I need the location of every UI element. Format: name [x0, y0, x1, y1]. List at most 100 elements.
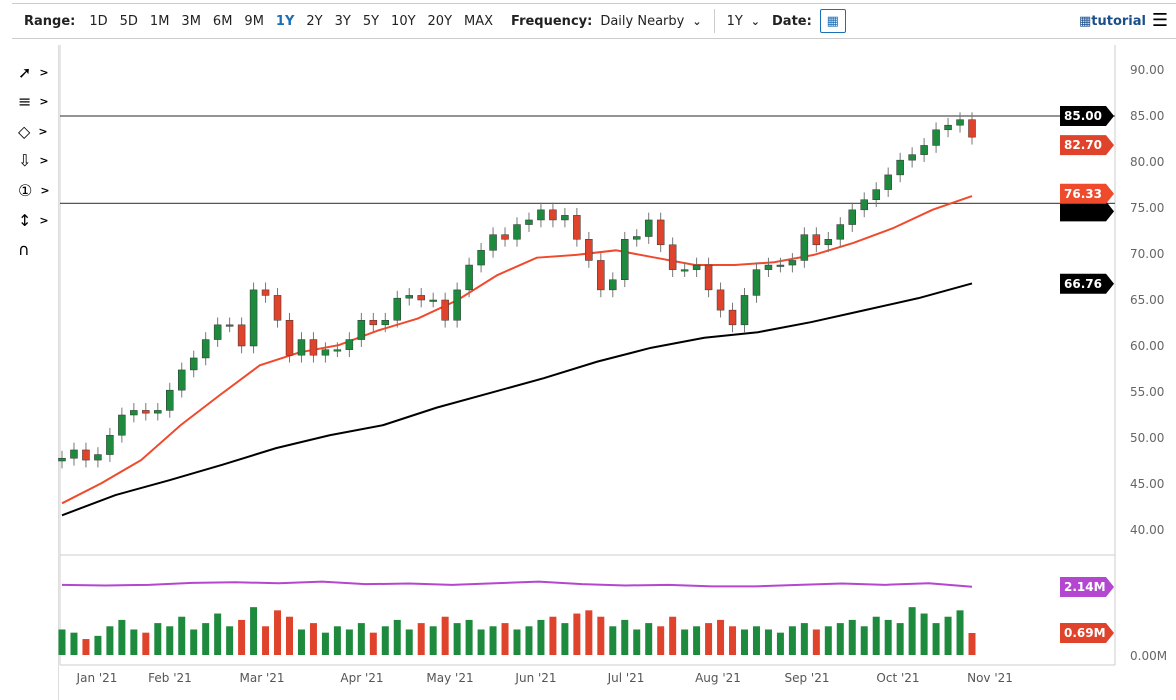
candle	[381, 319, 390, 326]
range-2y[interactable]: 2Y	[306, 13, 323, 29]
candle	[285, 319, 294, 356]
price-tag	[1060, 623, 1114, 643]
candle	[585, 239, 593, 261]
volume-bar	[226, 626, 234, 655]
volume-bar	[297, 629, 305, 655]
volume-bar	[106, 626, 114, 655]
volume-bar	[309, 623, 317, 655]
candle	[166, 389, 174, 411]
volume-bar	[669, 616, 677, 655]
volume-bar	[381, 626, 389, 655]
volume-bar	[764, 629, 772, 655]
range-1d[interactable]: 1D	[89, 13, 108, 29]
volume-bar	[82, 639, 90, 655]
range-6m[interactable]: 6M	[212, 13, 233, 29]
frequency-select[interactable]: Daily Nearby	[600, 13, 685, 29]
candle	[932, 129, 940, 146]
volume-bar	[836, 623, 844, 655]
measure-icon[interactable]: ↕ >	[18, 210, 49, 230]
volume-bar	[860, 626, 868, 655]
range-20y[interactable]: 20Y	[427, 13, 453, 29]
candle	[908, 154, 916, 161]
range-5y[interactable]: 5Y	[362, 13, 380, 29]
hamburger-menu-icon[interactable]: ☰	[1151, 10, 1168, 31]
volume-bar	[190, 629, 198, 655]
range-10y[interactable]: 10Y	[391, 13, 416, 29]
chevron-down-icon[interactable]: ⌄	[692, 14, 702, 28]
volume-bar	[573, 613, 581, 655]
volume-bar	[393, 619, 401, 655]
volume-bar	[154, 623, 162, 655]
shape-icon[interactable]: ◇ >	[18, 121, 48, 141]
candle	[632, 236, 641, 240]
candle	[130, 410, 138, 416]
line-draw-icon[interactable]: ➚ >	[18, 62, 49, 82]
price-tag-label: 66.76	[1064, 277, 1102, 291]
candle	[812, 234, 821, 246]
candle	[273, 295, 282, 321]
candle	[261, 289, 270, 296]
x-tick-label: Jul '21	[607, 671, 645, 685]
candle	[309, 339, 318, 356]
candle	[896, 159, 904, 176]
candle	[573, 215, 581, 240]
volume-bar	[872, 616, 880, 655]
tutorial-link[interactable]: ▦tutorial	[1079, 14, 1146, 29]
number-marker-icon[interactable]: ① >	[18, 180, 50, 200]
fib-icon[interactable]: ≡ >	[18, 91, 49, 111]
volume-bar	[513, 629, 521, 655]
x-tick-label: Jan '21	[76, 671, 118, 685]
volume-bar	[848, 619, 856, 655]
volume-tick-label: 0.00M	[1130, 649, 1167, 663]
volume-bar	[824, 626, 832, 655]
range-3m[interactable]: 3M	[181, 13, 201, 29]
candle	[644, 219, 653, 237]
volume-bar	[94, 635, 102, 655]
candle	[154, 410, 162, 414]
y-tick-label: 70.00	[1130, 247, 1164, 261]
candle	[537, 209, 545, 221]
candle	[453, 289, 461, 321]
volume-bar	[776, 632, 784, 655]
candle	[944, 124, 952, 131]
candle	[884, 174, 892, 190]
price-tag	[1060, 106, 1114, 126]
price-tag-label: 85.00	[1064, 109, 1102, 123]
candle	[94, 454, 102, 461]
volume-bar	[321, 632, 329, 655]
volume-average-line	[61, 580, 973, 588]
volume-bar	[501, 623, 509, 655]
arrow-down-icon[interactable]: ⇩ >	[18, 150, 49, 170]
range-5d[interactable]: 5D	[119, 13, 138, 29]
period-select[interactable]: 1Y	[726, 13, 743, 29]
volume-bar	[681, 629, 689, 655]
volume-bar	[405, 629, 413, 655]
price-tag-label: 76.33	[1064, 187, 1102, 201]
candle	[405, 295, 413, 299]
candle	[848, 209, 857, 225]
chevron-down-icon[interactable]: ⌄	[750, 14, 760, 28]
range-1y[interactable]: 1Y	[275, 13, 295, 29]
candle	[333, 349, 342, 352]
price-tag-label: 0.69M	[1064, 626, 1106, 640]
price-tag-label: 2.14M	[1064, 580, 1106, 594]
candle	[968, 119, 976, 138]
film-icon: ▦	[1078, 14, 1092, 29]
range-9m[interactable]: 9M	[244, 13, 264, 29]
date-label: Date:	[772, 13, 812, 29]
range-max[interactable]: MAX	[464, 13, 494, 29]
magnet-icon[interactable]: ∩	[18, 239, 30, 259]
candle	[728, 309, 737, 326]
candle	[58, 457, 66, 462]
volume-bar	[956, 610, 964, 655]
x-tick-label: Oct '21	[876, 671, 919, 685]
volume-bar	[369, 632, 377, 655]
candle	[668, 244, 677, 270]
candle	[70, 449, 78, 459]
y-tick-label: 45.00	[1130, 477, 1164, 491]
calendar-icon[interactable]: ▦	[819, 9, 846, 33]
range-3y[interactable]: 3Y	[334, 13, 351, 29]
y-tick-label: 55.00	[1130, 385, 1164, 399]
range-1m[interactable]: 1M	[149, 13, 170, 29]
